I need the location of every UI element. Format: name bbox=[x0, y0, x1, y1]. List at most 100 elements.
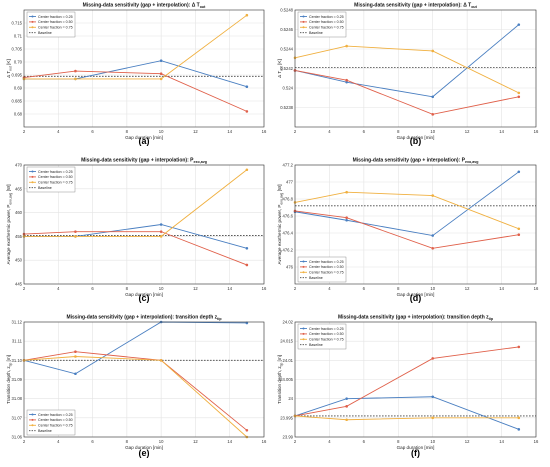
chart-title-subscript: out bbox=[471, 5, 477, 9]
y-tick-label: 0.71 bbox=[14, 34, 23, 39]
y-axis-label-subscript: exo,avg bbox=[279, 193, 283, 205]
chart-title-main: Missing-data sensitivity (gap + interpol… bbox=[81, 158, 194, 164]
data-point bbox=[431, 416, 435, 420]
legend-marker bbox=[302, 271, 305, 274]
y-tick-label: 24.005 bbox=[280, 377, 293, 382]
series-line-3 bbox=[294, 191, 519, 230]
y-axis-label-subscript: tip bbox=[8, 363, 12, 367]
y-tick-label: 0.715 bbox=[12, 21, 23, 26]
x-tick-label: 16 bbox=[262, 129, 267, 134]
x-tick-label: 6 bbox=[363, 129, 366, 134]
legend-marker bbox=[31, 26, 34, 29]
y-axis-label: Transition depth, ztip [m] bbox=[277, 355, 283, 404]
data-point bbox=[159, 77, 163, 81]
y-tick-label: 476.2 bbox=[283, 248, 294, 253]
x-tick-label: 8 bbox=[126, 129, 129, 134]
y-axis-label: Δ Tout [K] bbox=[6, 59, 12, 78]
y-tick-label: 476.6 bbox=[283, 214, 294, 219]
x-axis-label: Gap duration [min] bbox=[125, 135, 163, 140]
legend-marker bbox=[31, 424, 34, 427]
series-line-2 bbox=[294, 70, 519, 115]
data-point bbox=[245, 13, 249, 17]
data-point bbox=[517, 233, 521, 236]
legend-entry: Center fraction = 0.50 bbox=[309, 265, 344, 269]
data-point bbox=[431, 113, 435, 116]
y-axis-label-main: Transition depth, z bbox=[277, 366, 282, 404]
chart-title: Missing-data sensitivity (gap + interpol… bbox=[354, 3, 477, 9]
data-point bbox=[431, 95, 435, 99]
data-point bbox=[345, 418, 348, 422]
legend-entry: Center fraction = 0.25 bbox=[38, 170, 73, 174]
x-tick-label: 14 bbox=[227, 286, 232, 291]
legend-marker bbox=[31, 170, 34, 173]
y-tick-label: 24.015 bbox=[280, 339, 293, 344]
y-tick-label: 476.8 bbox=[283, 197, 294, 202]
x-tick-label: 2 bbox=[294, 129, 297, 134]
y-axis-label-unit: [K] bbox=[6, 59, 11, 66]
axes-frame bbox=[294, 164, 537, 285]
data-point bbox=[245, 247, 249, 250]
data-point bbox=[431, 247, 435, 250]
x-axis-label: Gap duration [min] bbox=[125, 445, 163, 450]
legend-entry: Center fraction = 0.75 bbox=[38, 424, 73, 428]
x-tick-label: 6 bbox=[363, 439, 366, 444]
data-point bbox=[159, 59, 163, 62]
series-line-2 bbox=[294, 210, 519, 249]
y-axis-label-unit: [m] bbox=[277, 355, 282, 363]
x-tick-label: 12 bbox=[465, 129, 470, 134]
y-tick-label: 477.2 bbox=[283, 163, 294, 168]
data-point bbox=[245, 321, 249, 325]
x-tick-label: 4 bbox=[328, 439, 331, 444]
x-tick-label: 10 bbox=[159, 129, 164, 134]
y-tick-label: 0.69 bbox=[14, 86, 23, 91]
data-point bbox=[517, 91, 521, 95]
x-tick-label: 8 bbox=[126, 286, 129, 291]
y-tick-label: 0.70 bbox=[14, 60, 23, 65]
x-tick-label: 8 bbox=[397, 439, 400, 444]
y-tick-label: 0.705 bbox=[12, 47, 23, 52]
series-line-3 bbox=[23, 356, 248, 438]
data-point bbox=[245, 168, 249, 172]
y-tick-label: 24 bbox=[288, 396, 293, 401]
x-tick-label: 10 bbox=[430, 286, 435, 291]
y-tick-label: 445 bbox=[15, 282, 23, 287]
x-tick-label: 10 bbox=[159, 439, 164, 444]
series-line-2 bbox=[23, 70, 248, 112]
data-point bbox=[159, 235, 163, 238]
data-point bbox=[74, 355, 77, 358]
y-axis-label-main: Average exothermic power, P bbox=[277, 205, 282, 265]
legend-marker bbox=[31, 418, 34, 421]
legend-marker bbox=[31, 175, 34, 178]
x-tick-label: 14 bbox=[227, 439, 232, 444]
legend-marker bbox=[302, 26, 305, 29]
series-line-3 bbox=[24, 14, 248, 80]
x-tick-label: 12 bbox=[193, 129, 198, 134]
x-tick-label: 6 bbox=[363, 286, 366, 291]
y-tick-label: 476 bbox=[286, 265, 294, 270]
data-point bbox=[245, 263, 249, 267]
y-tick-label: 460 bbox=[15, 210, 23, 215]
data-point bbox=[431, 194, 435, 197]
y-axis-label-main: Δ T bbox=[6, 71, 11, 78]
legend-entry: Center fraction = 0.75 bbox=[309, 271, 344, 275]
x-tick-label: 6 bbox=[91, 286, 94, 291]
y-tick-label: 0.695 bbox=[12, 73, 23, 78]
x-tick-label: 8 bbox=[397, 286, 400, 291]
data-point bbox=[431, 49, 435, 53]
x-tick-label: 12 bbox=[193, 286, 198, 291]
y-tick-label: 24.01 bbox=[283, 358, 294, 363]
legend-entry: Center fraction = 0.25 bbox=[309, 15, 344, 19]
x-tick-label: 12 bbox=[193, 439, 198, 444]
chart-title: Missing-data sensitivity (gap + interpol… bbox=[338, 315, 494, 321]
series-line-3 bbox=[294, 45, 519, 94]
data-point bbox=[74, 350, 77, 354]
chart-title: Missing-data sensitivity (gap + interpol… bbox=[66, 315, 222, 321]
data-point bbox=[517, 170, 521, 174]
y-tick-label: 0.68 bbox=[14, 112, 23, 117]
data-point bbox=[74, 372, 77, 376]
series-line-2 bbox=[23, 231, 248, 266]
